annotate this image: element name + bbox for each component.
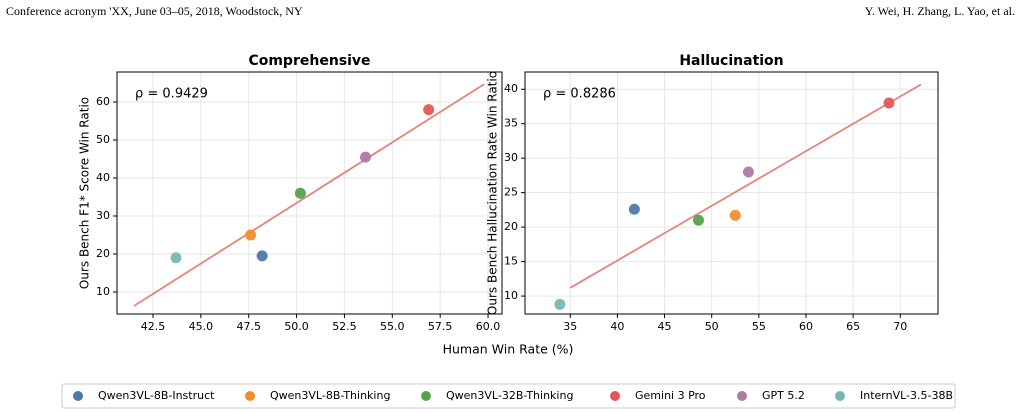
- x-tick-label: 47.5: [236, 320, 261, 333]
- point: [729, 209, 741, 221]
- point: [692, 214, 704, 226]
- legend-label: Qwen3VL-8B-Instruct: [98, 389, 215, 402]
- y-tick-label: 30: [96, 209, 110, 222]
- fit-line: [569, 83, 922, 289]
- point: [628, 203, 640, 215]
- y-tick-label: 25: [504, 186, 518, 199]
- chart-title: Comprehensive: [248, 53, 370, 69]
- header-right: Y. Wei, H. Zhang, L. Yao, et al.: [865, 4, 1015, 18]
- x-tick-label: 42.5: [141, 320, 166, 333]
- x-tick-label: 45.0: [189, 320, 214, 333]
- legend-label: GPT 5.2: [762, 389, 805, 402]
- y-axis-label: Ours Bench F1* Score Win Ratio: [78, 97, 92, 289]
- x-tick-label: 65: [846, 320, 860, 333]
- legend-marker: [835, 391, 845, 401]
- point: [245, 229, 257, 241]
- legend-marker: [73, 391, 83, 401]
- legend-marker: [245, 391, 255, 401]
- y-tick-label: 10: [504, 289, 518, 302]
- y-tick-label: 60: [96, 95, 110, 108]
- header-left: Conference acronym 'XX, June 03–05, 2018…: [6, 4, 303, 18]
- y-tick-label: 20: [504, 220, 518, 233]
- annotation: ρ = 0.9429: [135, 87, 208, 102]
- point: [883, 97, 895, 109]
- legend-marker: [737, 391, 747, 401]
- legend-label: Qwen3VL-32B-Thinking: [446, 389, 573, 402]
- y-axis-label: Ours Bench Hallucination Rate Win Ratio: [486, 71, 500, 315]
- point: [170, 252, 182, 264]
- fit-line: [133, 83, 485, 307]
- point: [554, 298, 566, 310]
- plot-frame: [524, 71, 939, 315]
- legend-label: InternVL-3.5-38B: [860, 389, 953, 402]
- point: [742, 166, 754, 178]
- x-tick-label: 70: [893, 320, 907, 333]
- legend-marker: [421, 391, 431, 401]
- x-tick-label: 50.0: [284, 320, 309, 333]
- annotation: ρ = 0.8286: [543, 87, 616, 102]
- point: [423, 104, 435, 116]
- x-tick-label: 50: [705, 320, 719, 333]
- y-tick-label: 10: [96, 285, 110, 298]
- y-tick-label: 20: [96, 247, 110, 260]
- point: [256, 250, 268, 262]
- legend-label: Qwen3VL-8B-Thinking: [270, 389, 390, 402]
- point: [359, 151, 371, 163]
- x-tick-label: 52.5: [332, 320, 357, 333]
- x-tick-label: 45: [658, 320, 672, 333]
- y-tick-label: 40: [504, 82, 518, 95]
- y-tick-label: 15: [504, 255, 518, 268]
- x-tick-label: 35: [563, 320, 577, 333]
- x-tick-label: 55: [752, 320, 766, 333]
- chart-title: Hallucination: [679, 53, 783, 69]
- x-tick-label: 60.0: [476, 320, 501, 333]
- point: [294, 187, 306, 199]
- x-axis-label: Human Win Rate (%): [443, 342, 574, 357]
- legend: [61, 383, 956, 409]
- y-tick-label: 30: [504, 151, 518, 164]
- plot-frame: [116, 71, 503, 315]
- legend-marker: [610, 391, 620, 401]
- x-tick-label: 57.5: [428, 320, 453, 333]
- y-tick-label: 35: [504, 117, 518, 130]
- x-tick-label: 40: [610, 320, 624, 333]
- x-tick-label: 60: [799, 320, 813, 333]
- y-tick-label: 50: [96, 133, 110, 146]
- legend-label: Gemini 3 Pro: [635, 389, 706, 402]
- x-tick-label: 55.0: [380, 320, 405, 333]
- y-tick-label: 40: [96, 171, 110, 184]
